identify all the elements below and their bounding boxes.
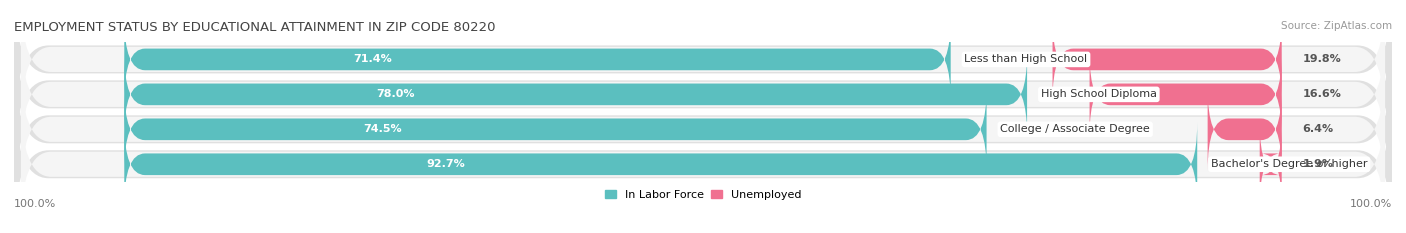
Text: 1.9%: 1.9% [1302, 159, 1333, 169]
Text: 78.0%: 78.0% [375, 89, 415, 99]
FancyBboxPatch shape [21, 65, 1385, 194]
FancyBboxPatch shape [1208, 88, 1282, 171]
Text: High School Diploma: High School Diploma [1040, 89, 1157, 99]
Text: 16.6%: 16.6% [1302, 89, 1341, 99]
FancyBboxPatch shape [124, 18, 950, 101]
FancyBboxPatch shape [124, 123, 1198, 206]
Text: 19.8%: 19.8% [1302, 55, 1341, 64]
FancyBboxPatch shape [14, 21, 1392, 168]
Text: Less than High School: Less than High School [965, 55, 1088, 64]
Text: 74.5%: 74.5% [364, 124, 402, 134]
Text: Bachelor's Degree or higher: Bachelor's Degree or higher [1211, 159, 1368, 169]
FancyBboxPatch shape [14, 0, 1392, 133]
Text: 92.7%: 92.7% [427, 159, 465, 169]
Text: Source: ZipAtlas.com: Source: ZipAtlas.com [1281, 21, 1392, 31]
Text: 100.0%: 100.0% [1350, 199, 1392, 209]
FancyBboxPatch shape [21, 100, 1385, 229]
FancyBboxPatch shape [1090, 53, 1282, 136]
FancyBboxPatch shape [1260, 123, 1282, 206]
FancyBboxPatch shape [14, 91, 1392, 233]
FancyBboxPatch shape [21, 0, 1385, 124]
Text: College / Associate Degree: College / Associate Degree [1000, 124, 1150, 134]
Legend: In Labor Force, Unemployed: In Labor Force, Unemployed [600, 185, 806, 204]
FancyBboxPatch shape [14, 56, 1392, 203]
FancyBboxPatch shape [124, 88, 987, 171]
Text: 6.4%: 6.4% [1302, 124, 1333, 134]
Text: EMPLOYMENT STATUS BY EDUCATIONAL ATTAINMENT IN ZIP CODE 80220: EMPLOYMENT STATUS BY EDUCATIONAL ATTAINM… [14, 21, 495, 34]
Text: 71.4%: 71.4% [353, 55, 392, 64]
FancyBboxPatch shape [21, 30, 1385, 159]
FancyBboxPatch shape [1053, 18, 1282, 101]
FancyBboxPatch shape [124, 53, 1026, 136]
Text: 100.0%: 100.0% [14, 199, 56, 209]
